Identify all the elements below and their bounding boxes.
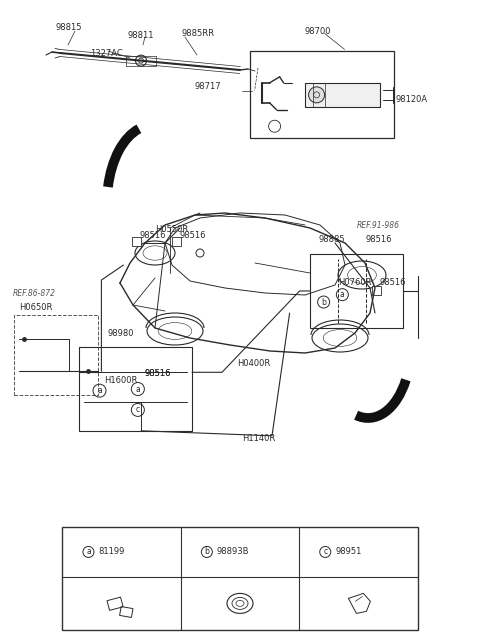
Text: 98980: 98980 — [108, 329, 134, 338]
Text: 98815: 98815 — [55, 24, 82, 33]
Text: H0400R: H0400R — [237, 359, 270, 368]
Text: 98516: 98516 — [140, 230, 167, 239]
Bar — [14, 315, 98, 395]
Text: 98951: 98951 — [335, 547, 361, 556]
Bar — [372, 287, 382, 295]
Text: a: a — [340, 290, 345, 299]
Bar — [120, 606, 133, 617]
Ellipse shape — [227, 593, 253, 613]
Text: 98717: 98717 — [194, 82, 221, 91]
Text: H0650R: H0650R — [19, 303, 53, 312]
Bar — [171, 237, 180, 246]
Bar — [250, 51, 394, 138]
Bar — [79, 347, 192, 431]
Text: c: c — [136, 406, 140, 414]
Text: H0550R: H0550R — [155, 226, 188, 235]
Text: a: a — [97, 386, 102, 395]
Text: 98885: 98885 — [319, 235, 346, 244]
Ellipse shape — [232, 597, 248, 610]
Circle shape — [135, 55, 146, 66]
Text: 81199: 81199 — [98, 547, 125, 556]
Text: b: b — [204, 547, 209, 556]
Text: H1600R: H1600R — [104, 376, 137, 385]
Text: b: b — [321, 298, 326, 307]
Text: a: a — [135, 385, 140, 394]
Bar — [305, 83, 380, 107]
Text: 98516: 98516 — [144, 370, 171, 379]
Bar — [107, 597, 123, 610]
Text: H0760R: H0760R — [338, 278, 371, 287]
Text: REF.91-986: REF.91-986 — [356, 221, 399, 230]
Text: 1327AC: 1327AC — [90, 48, 123, 57]
Bar — [62, 527, 418, 630]
Text: REF.86-872: REF.86-872 — [12, 289, 55, 298]
Text: 98516: 98516 — [144, 370, 171, 379]
Text: c: c — [323, 547, 327, 556]
Text: 9885RR: 9885RR — [181, 28, 214, 37]
Text: 98120A: 98120A — [396, 95, 428, 104]
Bar — [310, 254, 403, 328]
Text: 98516: 98516 — [366, 235, 392, 244]
Bar — [132, 237, 141, 246]
Text: 98893B: 98893B — [217, 547, 249, 556]
Text: a: a — [86, 547, 91, 556]
Text: H1140R: H1140R — [242, 434, 275, 443]
Text: 98516: 98516 — [180, 230, 206, 239]
Text: 98811: 98811 — [127, 30, 154, 39]
Text: 98516: 98516 — [380, 278, 406, 287]
Circle shape — [309, 87, 324, 103]
Text: 98700: 98700 — [305, 27, 331, 36]
